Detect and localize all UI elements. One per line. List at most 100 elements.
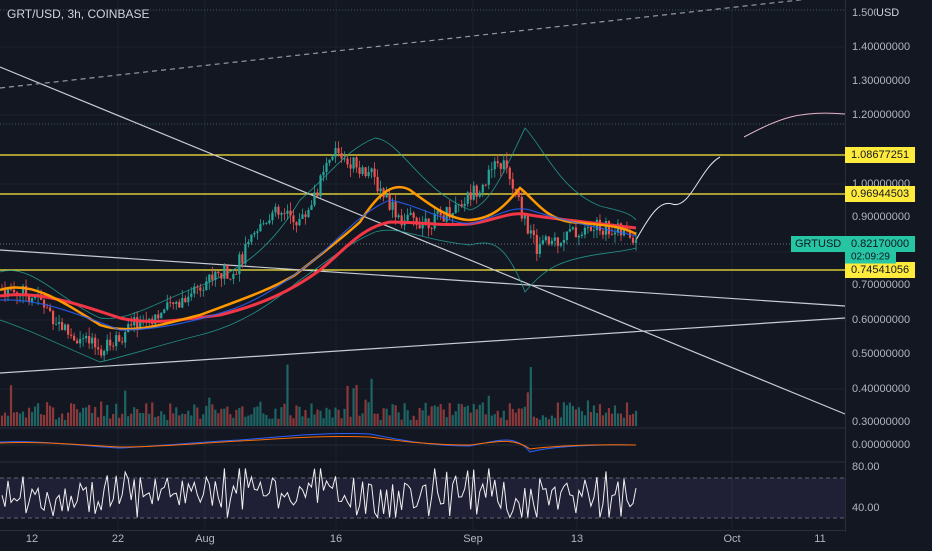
candle [310, 205, 313, 211]
candle [424, 218, 427, 223]
candle [592, 230, 596, 231]
candle [238, 254, 241, 275]
candle [406, 214, 409, 221]
volume-bar [514, 412, 517, 426]
volume-bar [100, 401, 103, 426]
candle [487, 169, 490, 185]
level-tag[interactable]: 0.74541056 [845, 262, 916, 278]
candle [295, 222, 298, 226]
candle [316, 192, 319, 197]
price-axis-label: 0.90000000 [852, 211, 911, 223]
volume-bar [379, 419, 382, 426]
candle [70, 334, 73, 336]
candle [379, 188, 382, 192]
candle [259, 224, 262, 232]
candle [577, 235, 581, 238]
volume-bar [622, 417, 626, 426]
volume-bar [106, 405, 109, 426]
volume-bar [112, 414, 115, 426]
candle [388, 194, 391, 210]
projection-path[interactable] [635, 156, 721, 241]
time-axis-label: 16 [329, 533, 343, 545]
candle [544, 236, 547, 241]
candle [106, 339, 109, 352]
volume-bar [493, 414, 496, 426]
candle [394, 201, 397, 218]
volume-bar [45, 402, 49, 426]
volume-bar [319, 410, 322, 426]
volume-bar [478, 404, 481, 426]
volume-bar [238, 408, 241, 426]
volume-bar [367, 402, 370, 426]
volume-bar [616, 413, 620, 426]
candle [490, 169, 493, 171]
candle [436, 210, 439, 214]
candle [94, 337, 97, 348]
currency-label[interactable]: USD [876, 7, 900, 19]
candle [325, 162, 328, 172]
candle [100, 349, 103, 356]
candle [343, 158, 346, 160]
volume-bar [523, 406, 526, 426]
projection-path-2[interactable] [743, 112, 846, 138]
time-axis[interactable] [0, 530, 845, 551]
volume-bar [57, 417, 61, 426]
level-tag[interactable]: 1.08677251 [845, 147, 916, 163]
candle [475, 185, 478, 197]
volume-bar [382, 408, 385, 426]
level-tag[interactable]: 0.96944503 [845, 186, 916, 202]
trendline-descending-2[interactable] [0, 249, 846, 307]
candle [265, 223, 268, 224]
volume-bar [592, 405, 596, 426]
candle [12, 289, 16, 293]
volume-bar [208, 397, 211, 426]
trendline-dashed[interactable] [0, 0, 845, 89]
volume-bar [322, 418, 325, 426]
candle [220, 273, 223, 279]
candle [421, 222, 424, 229]
candle [364, 167, 367, 176]
volume-bar [3, 412, 7, 426]
candle [376, 176, 379, 192]
volume-bar [121, 413, 124, 426]
trendline-ascending[interactable] [0, 317, 846, 374]
candle [226, 265, 229, 279]
rsi-line [1, 468, 637, 519]
volume-bar [328, 409, 331, 426]
candle [256, 231, 259, 233]
candle [328, 159, 331, 163]
candle [565, 231, 568, 240]
chart-title: GRT/USD, 3h, COINBASE [7, 7, 150, 21]
candle [367, 172, 370, 176]
volume-bar [145, 403, 148, 426]
candle [355, 157, 358, 168]
bar-countdown: 02:09:29 [845, 250, 896, 264]
time-axis-label: Oct [723, 533, 741, 545]
volume-bar [199, 418, 202, 426]
time-axis-label: 12 [25, 533, 39, 545]
volume-bar [337, 409, 340, 426]
volume-bar [397, 412, 400, 426]
volume-bar [481, 402, 484, 426]
volume-bar [103, 415, 106, 426]
candle [523, 215, 526, 219]
volume-bar [48, 405, 52, 426]
volume-bar [619, 413, 623, 426]
volume-bar [583, 415, 587, 426]
volume-bar [241, 406, 244, 426]
volume-bar [457, 403, 460, 426]
trendline-descending-1[interactable] [0, 66, 846, 415]
candle [571, 227, 575, 230]
volume-bar [33, 406, 37, 426]
volume-bar [310, 403, 313, 426]
candle [97, 347, 100, 350]
volume-bar [202, 414, 205, 426]
volume-bar [271, 418, 274, 426]
candle [244, 244, 247, 264]
candle [33, 296, 37, 299]
candle [559, 242, 562, 246]
volume-bar [568, 402, 571, 426]
volume-bar [571, 405, 575, 426]
candle [79, 338, 82, 344]
